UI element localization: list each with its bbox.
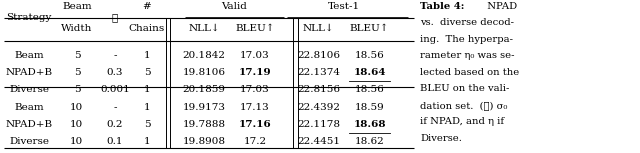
Text: Width: Width bbox=[61, 24, 93, 33]
Text: rameter η₀ was se-: rameter η₀ was se- bbox=[420, 51, 515, 60]
Text: if NPAD, and η if: if NPAD, and η if bbox=[420, 117, 504, 126]
Text: Strategy: Strategy bbox=[6, 13, 52, 22]
Text: Beam: Beam bbox=[14, 103, 44, 112]
Text: 1: 1 bbox=[143, 51, 150, 60]
Text: Valid: Valid bbox=[221, 2, 247, 11]
Text: Test-1: Test-1 bbox=[328, 2, 360, 11]
Text: 18.68: 18.68 bbox=[353, 120, 386, 129]
Text: 1: 1 bbox=[143, 137, 150, 146]
Text: 17.19: 17.19 bbox=[239, 68, 271, 77]
Text: 1: 1 bbox=[143, 85, 150, 94]
Text: 5: 5 bbox=[143, 68, 150, 77]
Text: 5: 5 bbox=[74, 85, 80, 94]
Text: Diverse: Diverse bbox=[9, 85, 49, 94]
Text: #: # bbox=[143, 2, 151, 11]
Text: 0.001: 0.001 bbox=[100, 85, 130, 94]
Text: 10: 10 bbox=[70, 137, 83, 146]
Text: 19.7888: 19.7888 bbox=[182, 120, 226, 129]
Text: dation set.  (★) σ₀: dation set. (★) σ₀ bbox=[420, 101, 508, 110]
Text: Table 4:: Table 4: bbox=[420, 2, 465, 11]
Text: -: - bbox=[113, 51, 117, 60]
Text: 22.8156: 22.8156 bbox=[297, 85, 340, 94]
Text: 17.13: 17.13 bbox=[240, 103, 270, 112]
Text: 18.64: 18.64 bbox=[353, 68, 386, 77]
Text: 22.1374: 22.1374 bbox=[297, 68, 340, 77]
Text: 22.1178: 22.1178 bbox=[297, 120, 340, 129]
Text: BLEU↑: BLEU↑ bbox=[350, 24, 389, 33]
Text: 0.3: 0.3 bbox=[107, 68, 124, 77]
Text: lected based on the: lected based on the bbox=[420, 68, 520, 77]
Text: ing.  The hyperpa-: ing. The hyperpa- bbox=[420, 35, 513, 44]
Text: 10: 10 bbox=[70, 120, 83, 129]
Text: 20.1842: 20.1842 bbox=[182, 51, 226, 60]
Text: NLL↓: NLL↓ bbox=[188, 24, 220, 33]
Text: 22.4451: 22.4451 bbox=[297, 137, 340, 146]
Text: BLEU on the vali-: BLEU on the vali- bbox=[420, 84, 510, 93]
Text: 19.8106: 19.8106 bbox=[182, 68, 226, 77]
Text: 22.8106: 22.8106 bbox=[297, 51, 340, 60]
Text: 0.1: 0.1 bbox=[107, 137, 124, 146]
Text: 19.8908: 19.8908 bbox=[182, 137, 226, 146]
Text: Chains: Chains bbox=[129, 24, 165, 33]
Text: 17.16: 17.16 bbox=[239, 120, 271, 129]
Text: 10: 10 bbox=[70, 103, 83, 112]
Text: 18.56: 18.56 bbox=[355, 51, 385, 60]
Text: 5: 5 bbox=[74, 51, 80, 60]
Text: 5: 5 bbox=[143, 120, 150, 129]
Text: vs.  diverse decod-: vs. diverse decod- bbox=[420, 18, 515, 27]
Text: 18.62: 18.62 bbox=[355, 137, 385, 146]
Text: 5: 5 bbox=[74, 68, 80, 77]
Text: 1: 1 bbox=[143, 103, 150, 112]
Text: NPAD: NPAD bbox=[481, 2, 517, 11]
Text: NPAD+B: NPAD+B bbox=[6, 120, 52, 129]
Text: 19.9173: 19.9173 bbox=[182, 103, 226, 112]
Text: 22.4392: 22.4392 bbox=[297, 103, 340, 112]
Text: Beam: Beam bbox=[14, 51, 44, 60]
Text: 17.03: 17.03 bbox=[240, 51, 270, 60]
Text: Diverse.: Diverse. bbox=[420, 134, 462, 143]
Text: 18.59: 18.59 bbox=[355, 103, 385, 112]
Text: 0.2: 0.2 bbox=[107, 120, 124, 129]
Text: 17.2: 17.2 bbox=[243, 137, 267, 146]
Text: 20.1859: 20.1859 bbox=[182, 85, 226, 94]
Text: 17.03: 17.03 bbox=[240, 85, 270, 94]
Text: 18.56: 18.56 bbox=[355, 85, 385, 94]
Text: ★: ★ bbox=[112, 13, 118, 22]
Text: Diverse: Diverse bbox=[9, 137, 49, 146]
Text: -: - bbox=[113, 103, 117, 112]
Text: Beam: Beam bbox=[62, 2, 92, 11]
Text: BLEU↑: BLEU↑ bbox=[236, 24, 275, 33]
Text: NLL↓: NLL↓ bbox=[303, 24, 335, 33]
Text: NPAD+B: NPAD+B bbox=[6, 68, 52, 77]
